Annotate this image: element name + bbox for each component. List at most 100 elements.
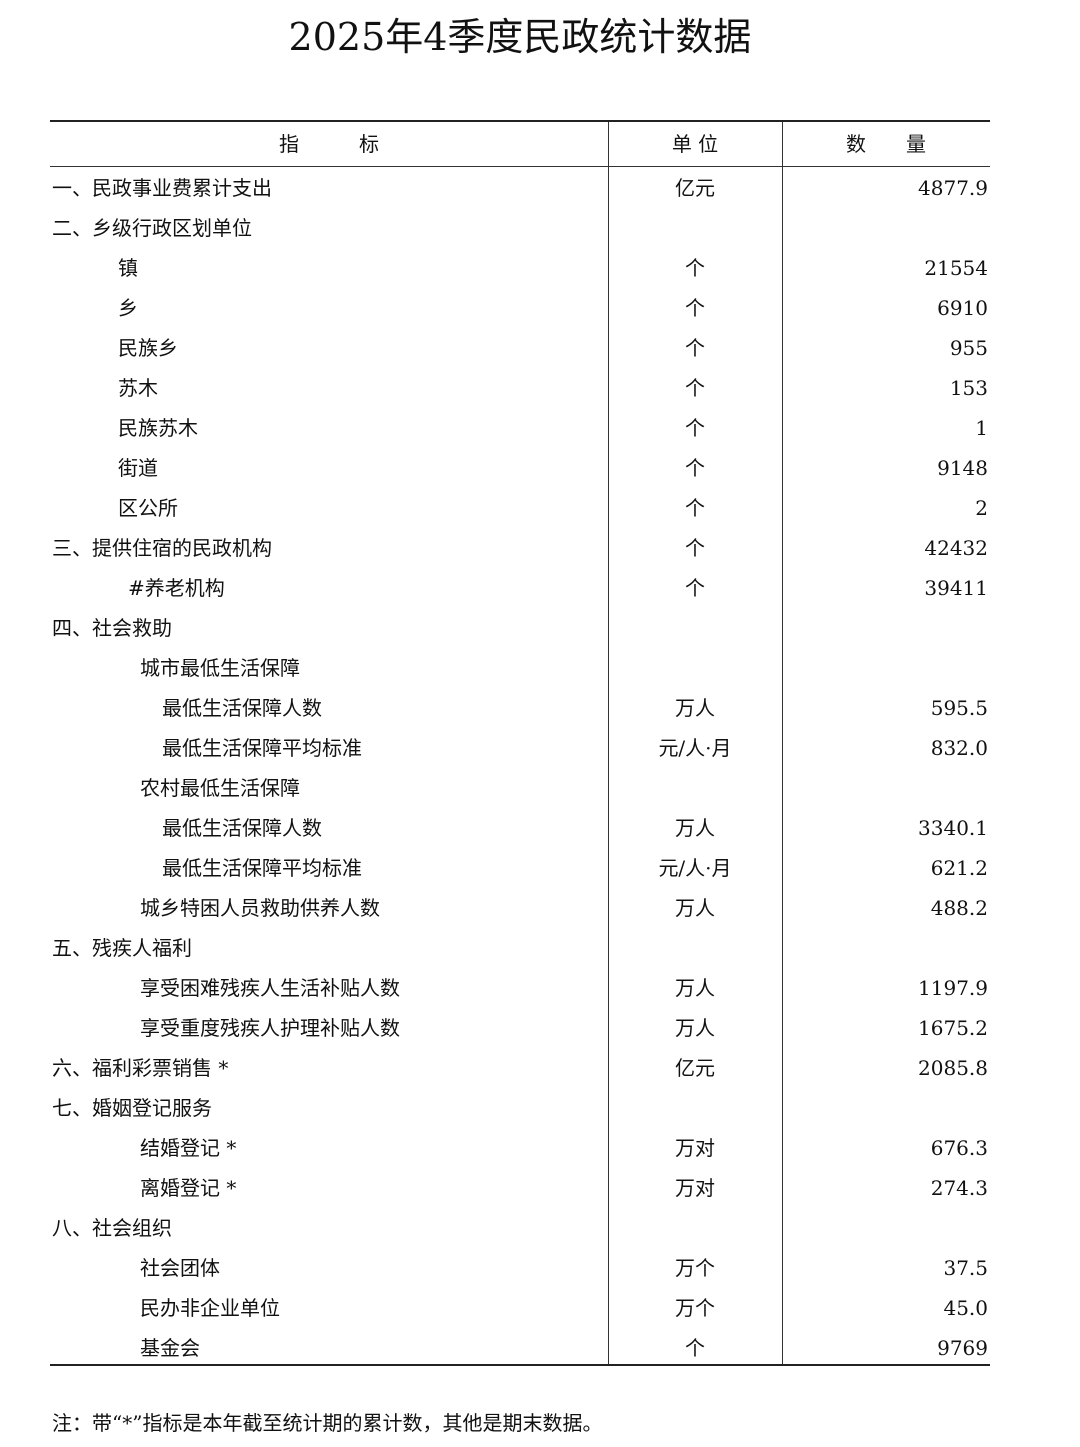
table-row: 民族乡 个 955: [50, 328, 990, 368]
table-row: 一、民政事业费累计支出 亿元 4877.9: [50, 168, 990, 208]
row-label: 农村最低生活保障: [140, 776, 300, 800]
table-row: 城市最低生活保障: [50, 648, 990, 688]
row-value: 1675.2: [918, 1016, 988, 1040]
table-row: 八、社会组织: [50, 1208, 990, 1248]
row-value: 4877.9: [918, 176, 988, 200]
row-unit: 个: [685, 336, 705, 360]
row-value: 621.2: [930, 856, 988, 880]
row-value: 3340.1: [918, 816, 988, 840]
row-unit: 元/人·月: [658, 736, 732, 760]
table-row: 七、婚姻登记服务: [50, 1088, 990, 1128]
row-value: 6910: [937, 296, 988, 320]
table-row: 民族苏木 个 1: [50, 408, 990, 448]
table-row: 苏木 个 153: [50, 368, 990, 408]
row-label: 享受困难残疾人生活补贴人数: [140, 976, 400, 1000]
header-indicator: 指 标: [279, 132, 379, 156]
row-value: 488.2: [930, 896, 988, 920]
row-unit: 个: [685, 496, 705, 520]
row-unit: 个: [685, 536, 705, 560]
row-value: 21554: [924, 256, 988, 280]
column-divider: [782, 122, 783, 1364]
row-unit: 万个: [675, 1256, 715, 1280]
table-row: 区公所 个 2: [50, 488, 990, 528]
row-unit: 个: [685, 576, 705, 600]
page-title: 2025年4季度民政统计数据: [288, 15, 752, 59]
row-unit: 万对: [675, 1176, 715, 1200]
row-unit: 个: [685, 376, 705, 400]
table-row: 最低生活保障人数 万人 595.5: [50, 688, 990, 728]
row-label: 四、社会救助: [52, 616, 172, 640]
row-label: 最低生活保障人数: [162, 696, 322, 720]
column-divider: [608, 122, 609, 1364]
row-label: 六、福利彩票销售 *: [52, 1056, 229, 1080]
row-unit: 万人: [675, 896, 715, 920]
row-unit: 个: [685, 1336, 705, 1360]
row-label: 七、婚姻登记服务: [52, 1096, 212, 1120]
row-label: 城乡特困人员救助供养人数: [140, 896, 380, 920]
row-value: 9769: [937, 1336, 988, 1360]
table-row: 六、福利彩票销售 * 亿元 2085.8: [50, 1048, 990, 1088]
table-row: 城乡特困人员救助供养人数 万人 488.2: [50, 888, 990, 928]
table-row: 二、乡级行政区划单位: [50, 208, 990, 248]
row-value: 1: [975, 416, 988, 440]
row-value: 274.3: [930, 1176, 988, 1200]
row-value: 676.3: [930, 1136, 988, 1160]
table-row: 镇 个 21554: [50, 248, 990, 288]
row-value: 42432: [924, 536, 988, 560]
row-unit: 万人: [675, 976, 715, 1000]
row-unit: 亿元: [675, 176, 715, 200]
table-row: 最低生活保障平均标准 元/人·月 621.2: [50, 848, 990, 888]
row-label: 三、提供住宿的民政机构: [52, 536, 272, 560]
row-unit: 万个: [675, 1296, 715, 1320]
table-row: 享受困难残疾人生活补贴人数 万人 1197.9: [50, 968, 990, 1008]
table-row: 五、残疾人福利: [50, 928, 990, 968]
row-unit: 个: [685, 296, 705, 320]
row-value: 2: [975, 496, 988, 520]
statistics-table: 指 标 单 位 数 量 一、民政事业费累计支出 亿元 4877.9 二、乡级行政区划单…: [50, 120, 990, 1366]
header-unit: 单 位: [671, 132, 719, 156]
table-row: 最低生活保障人数 万人 3340.1: [50, 808, 990, 848]
row-label: 民族苏木: [118, 416, 198, 440]
table-row: 享受重度残疾人护理补贴人数 万人 1675.2: [50, 1008, 990, 1048]
row-label: 二、乡级行政区划单位: [52, 216, 252, 240]
row-label: 基金会: [140, 1336, 200, 1360]
row-value: 9148: [937, 456, 988, 480]
row-value: 45.0: [943, 1296, 988, 1320]
row-value: 832.0: [930, 736, 988, 760]
row-label: 八、社会组织: [52, 1216, 172, 1240]
table-row: 民办非企业单位 万个 45.0: [50, 1288, 990, 1328]
row-unit: 个: [685, 416, 705, 440]
row-label: 离婚登记 *: [140, 1176, 237, 1200]
row-unit: 元/人·月: [658, 856, 732, 880]
row-value: 955: [949, 336, 988, 360]
table-row: 社会团体 万个 37.5: [50, 1248, 990, 1288]
row-label: 结婚登记 *: [140, 1136, 237, 1160]
row-label: 民族乡: [118, 336, 178, 360]
row-label: 社会团体: [140, 1256, 220, 1280]
table-row: 离婚登记 * 万对 274.3: [50, 1168, 990, 1208]
row-label: 区公所: [118, 496, 178, 520]
row-label: 街道: [118, 456, 158, 480]
row-label: #养老机构: [128, 576, 225, 600]
row-label: 五、残疾人福利: [52, 936, 192, 960]
row-value: 153: [949, 376, 988, 400]
table-row: 最低生活保障平均标准 元/人·月 832.0: [50, 728, 990, 768]
table-row: 基金会 个 9769: [50, 1328, 990, 1368]
row-label: 最低生活保障人数: [162, 816, 322, 840]
row-value: 39411: [924, 576, 988, 600]
row-unit: 万对: [675, 1136, 715, 1160]
row-label: 乡: [118, 296, 138, 320]
row-label: 镇: [118, 256, 138, 280]
header-quantity: 数 量: [846, 132, 926, 156]
row-unit: 个: [685, 456, 705, 480]
row-unit: 万人: [675, 696, 715, 720]
row-value: 2085.8: [918, 1056, 988, 1080]
table-row: #养老机构 个 39411: [50, 568, 990, 608]
row-value: 1197.9: [918, 976, 988, 1000]
row-unit: 个: [685, 256, 705, 280]
row-label: 民办非企业单位: [140, 1296, 280, 1320]
table-row: 街道 个 9148: [50, 448, 990, 488]
table-row: 农村最低生活保障: [50, 768, 990, 808]
row-unit: 万人: [675, 1016, 715, 1040]
row-label: 最低生活保障平均标准: [162, 856, 362, 880]
